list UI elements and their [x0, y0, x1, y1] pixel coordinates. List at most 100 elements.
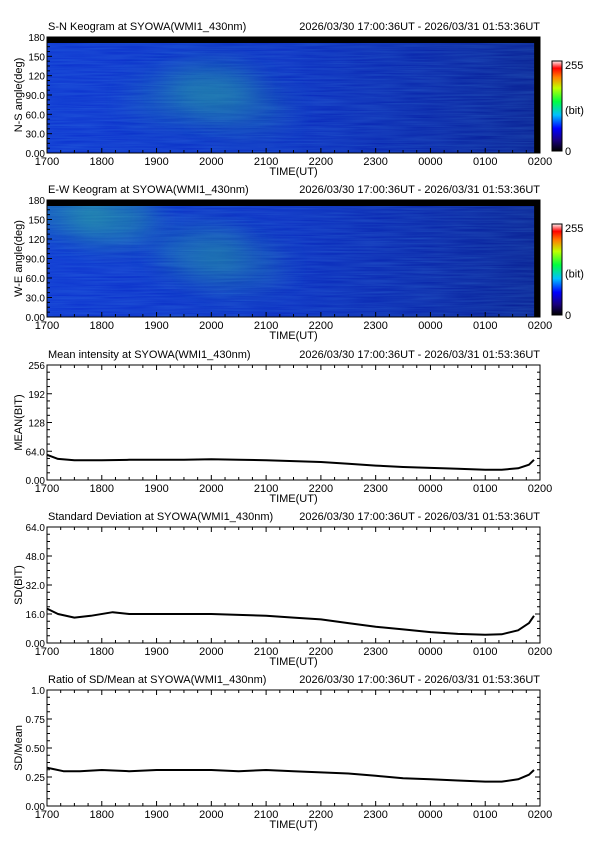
x-tick-label: 2200: [309, 156, 333, 168]
x-tick-label: 1700: [35, 483, 59, 495]
x-tick-label: 0200: [528, 809, 552, 821]
x-tick-label: 0000: [418, 646, 442, 658]
aurora-blob: [127, 74, 218, 123]
x-axis-label: TIME(UT): [269, 330, 317, 342]
y-tick-label: 60.0: [26, 274, 46, 285]
x-axis-label: TIME(UT): [269, 819, 317, 831]
x-tick-label: 1800: [90, 156, 114, 168]
y-tick-label: 60.0: [26, 110, 46, 121]
colorbar: 255 (bit) 0: [551, 60, 584, 158]
panel-1: S-N Keogram at SYOWA(WMI1_430nm) 2026/03/…: [13, 21, 584, 178]
y-tick-label: 256: [28, 361, 45, 372]
y-tick-label: 16.0: [26, 610, 46, 621]
panel-title: Ratio of SD/Mean at SYOWA(WMI1_430nm): [48, 674, 266, 686]
series-line: [46, 453, 535, 471]
x-axis-label: TIME(UT): [269, 656, 317, 668]
panel-2: E-W Keogram at SYOWA(WMI1_430nm) 2026/03/…: [13, 184, 584, 342]
x-tick-label: 2000: [199, 320, 223, 332]
panel-title: E-W Keogram at SYOWA(WMI1_430nm): [48, 184, 249, 196]
y-tick-label: 32.0: [26, 581, 46, 592]
y-tick-label: 30.0: [26, 130, 46, 141]
aurora-blob: [47, 200, 109, 234]
panel-time-range: 2026/03/30 17:00:36UT - 2026/03/31 01:53…: [299, 184, 540, 196]
x-tick-label: 1900: [144, 156, 168, 168]
y-axis-label: W-E angle(deg): [13, 220, 25, 297]
x-tick-label: 0000: [418, 483, 442, 495]
colorbar-scale: [551, 223, 563, 316]
x-axis-label: TIME(UT): [269, 493, 317, 505]
x-tick-label: 2100: [254, 156, 278, 168]
y-tick-label: 0.00: [26, 802, 46, 813]
y-tick-label: 0.50: [26, 744, 46, 755]
y-tick-label: 90.0: [26, 255, 46, 266]
y-tick-label: 192: [28, 390, 45, 401]
x-tick-label: 0200: [528, 646, 552, 658]
colorbar-max-label: 255: [565, 60, 583, 72]
x-tick-label: 0100: [473, 156, 497, 168]
keogram-image: [47, 200, 540, 317]
y-tick-label: 150: [28, 52, 45, 63]
x-tick-label: 0100: [473, 483, 497, 495]
x-tick-label: 2100: [254, 320, 278, 332]
y-axis-label: MEAN(BIT): [13, 394, 25, 450]
x-tick-label: 1700: [35, 156, 59, 168]
x-tick-label: 1900: [144, 483, 168, 495]
keogram-image: [47, 37, 540, 153]
y-tick-label: 0.00: [26, 313, 46, 324]
x-axis-label: TIME(UT): [269, 166, 317, 178]
x-tick-label: 1900: [144, 320, 168, 332]
x-tick-label: 1700: [35, 320, 59, 332]
x-tick-label: 0200: [528, 156, 552, 168]
y-axis-label: N-S angle(deg): [13, 58, 25, 133]
x-tick-label: 0200: [528, 320, 552, 332]
y-tick-label: 0.00: [26, 476, 46, 487]
x-tick-label: 2200: [309, 809, 333, 821]
x-tick-label: 0000: [418, 809, 442, 821]
plot-frame: [46, 526, 541, 644]
x-tick-label: 1800: [90, 809, 114, 821]
x-tick-label: 2200: [309, 320, 333, 332]
panel-time-range: 2026/03/30 17:00:36UT - 2026/03/31 01:53…: [299, 674, 540, 686]
x-tick-label: 0000: [418, 156, 442, 168]
aurora-blob: [199, 83, 290, 132]
x-tick-label: 1900: [144, 809, 168, 821]
y-axis-label: SD(BIT): [13, 565, 25, 605]
x-tick-label: 1800: [90, 320, 114, 332]
aurora-blob: [193, 241, 284, 289]
y-tick-label: 64.0: [26, 523, 46, 534]
y-tick-label: 90.0: [26, 91, 46, 102]
colorbar-unit-label: (bit): [565, 105, 584, 117]
plot-frame: [46, 689, 541, 807]
y-tick-label: 0.00: [26, 639, 46, 650]
x-tick-label: 0100: [473, 646, 497, 658]
colorbar-scale: [551, 60, 563, 152]
series-line: [46, 607, 535, 636]
x-tick-label: 2000: [199, 156, 223, 168]
panel-title: Standard Deviation at SYOWA(WMI1_430nm): [48, 511, 273, 523]
y-tick-label: 128: [28, 419, 45, 430]
x-tick-label: 2200: [309, 483, 333, 495]
y-tick-label: 0.00: [26, 149, 46, 160]
colorbar-min-label: 0: [565, 310, 571, 322]
x-tick-label: 1900: [144, 646, 168, 658]
x-tick-label: 2300: [363, 483, 387, 495]
panel-title: S-N Keogram at SYOWA(WMI1_430nm): [48, 21, 246, 33]
y-tick-label: 48.0: [26, 552, 46, 563]
x-tick-label: 1700: [35, 809, 59, 821]
y-tick-label: 180: [28, 33, 45, 44]
panel-4: Standard Deviation at SYOWA(WMI1_430nm) 2…: [13, 511, 552, 668]
x-tick-label: 2300: [363, 809, 387, 821]
y-tick-label: 150: [28, 216, 45, 227]
x-tick-label: 2000: [199, 483, 223, 495]
series-line: [46, 766, 535, 783]
y-tick-label: 120: [28, 235, 45, 246]
y-tick-label: 0.75: [26, 715, 46, 726]
x-tick-label: 2000: [199, 646, 223, 658]
y-tick-label: 64.0: [26, 447, 46, 458]
y-tick-label: 1.0: [31, 686, 45, 697]
x-tick-label: 0200: [528, 483, 552, 495]
x-tick-label: 1700: [35, 646, 59, 658]
x-tick-label: 1800: [90, 646, 114, 658]
panel-time-range: 2026/03/30 17:00:36UT - 2026/03/31 01:53…: [299, 349, 540, 361]
